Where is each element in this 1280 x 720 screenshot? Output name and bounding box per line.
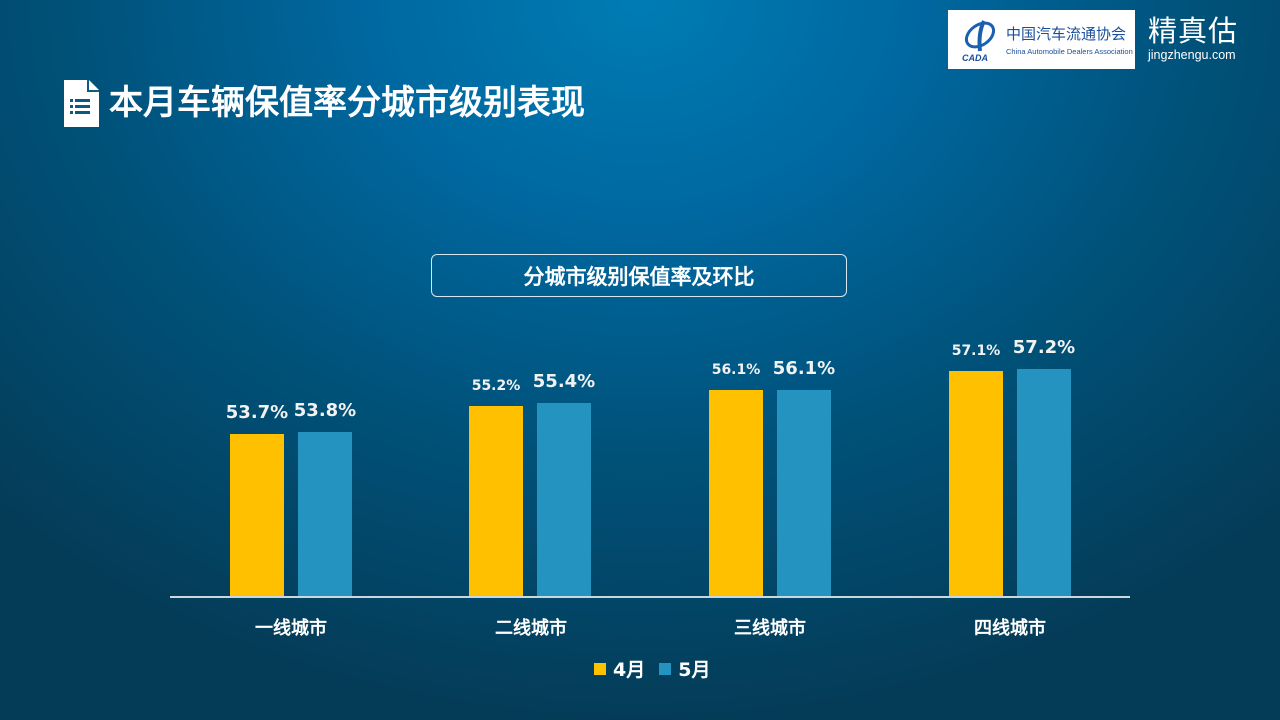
data-label-april-tier1: 53.7%	[225, 402, 289, 423]
cada-logo: CADA 中国汽车流通协会 China Automobile Dealers A…	[948, 10, 1135, 69]
legend-swatch-april	[594, 662, 606, 675]
bar-may-tier4	[1017, 369, 1071, 596]
legend-item-may: 5月	[659, 655, 710, 682]
jingzhengu-brand: 精真估 jingzhengu.com	[1148, 14, 1258, 62]
data-label-may-tier3: 56.1%	[772, 358, 836, 379]
data-label-april-tier2: 55.2%	[471, 378, 521, 394]
bar-may-tier2	[537, 403, 591, 596]
chart-title: 分城市级别保值率及环比	[523, 264, 755, 289]
x-axis-line	[170, 596, 1130, 598]
bar-april-tier4	[949, 371, 1003, 596]
brand-name: 精真估	[1148, 14, 1239, 48]
chart-legend: 4月 5月	[594, 655, 724, 682]
legend-item-april: 4月	[594, 655, 645, 682]
data-label-may-tier2: 55.4%	[532, 371, 596, 392]
bar-april-tier1	[230, 434, 284, 596]
legend-swatch-may	[659, 662, 672, 675]
bar-april-tier3	[709, 390, 763, 596]
category-label-tier3: 三线城市	[734, 618, 806, 639]
data-label-april-tier4: 57.1%	[951, 343, 1001, 359]
legend-label-april: 4月	[613, 659, 646, 681]
data-label-may-tier4: 57.2%	[1012, 337, 1076, 358]
cada-name-en: China Automobile Dealers Association	[1006, 47, 1133, 56]
bar-may-tier3	[777, 390, 831, 596]
legend-label-may: 5月	[678, 659, 711, 681]
bar-april-tier2	[469, 406, 523, 596]
chart-title-box: 分城市级别保值率及环比	[431, 254, 847, 297]
document-list-icon	[64, 79, 99, 127]
category-label-tier2: 二线城市	[495, 618, 567, 639]
data-label-april-tier3: 56.1%	[711, 362, 761, 378]
cada-emblem-icon: CADA	[960, 17, 1000, 63]
category-label-tier1: 一线城市	[255, 618, 327, 639]
cada-name-cn: 中国汽车流通协会	[1006, 25, 1127, 43]
category-label-tier4: 四线城市	[974, 618, 1046, 639]
page-header: 本月车辆保值率分城市级别表现	[64, 79, 585, 127]
brand-domain: jingzhengu.com	[1148, 48, 1236, 62]
page-title: 本月车辆保值率分城市级别表现	[109, 83, 585, 123]
bar-may-tier1	[298, 432, 352, 596]
cada-mark-text: CADA	[962, 53, 988, 63]
data-label-may-tier1: 53.8%	[293, 400, 357, 421]
